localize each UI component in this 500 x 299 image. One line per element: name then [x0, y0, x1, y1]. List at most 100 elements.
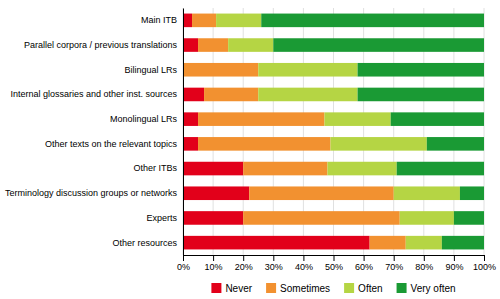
bar-segment	[228, 38, 273, 52]
x-tick-mark	[183, 255, 184, 261]
bar-segment	[198, 112, 324, 126]
bar-segment	[358, 88, 484, 102]
bar-segment	[204, 88, 258, 102]
series-group	[261, 14, 484, 250]
bar-segment	[358, 63, 484, 77]
x-tick: 70%	[385, 255, 403, 272]
y-tick-label: Internal glossaries and other inst. sour…	[10, 89, 177, 99]
bar-segment	[183, 88, 204, 102]
x-tick-mark	[364, 255, 365, 261]
bar-segment	[183, 236, 370, 250]
x-tick: 10%	[205, 255, 223, 272]
x-tick: 100%	[473, 255, 496, 272]
y-tick-label: Monolingual LRs	[110, 114, 178, 124]
y-tick: Other texts on the relevant topics	[45, 139, 178, 149]
bar-segment	[406, 236, 442, 250]
x-tick: 50%	[325, 255, 343, 272]
x-tick: 60%	[355, 255, 373, 272]
bar-segment	[391, 112, 484, 126]
y-tick-label: Bilingual LRs	[124, 65, 177, 75]
bar-segment	[198, 137, 330, 151]
bar-segment	[183, 162, 243, 176]
x-tick-label: 10%	[205, 262, 223, 272]
y-tick-label: Terminology discussion groups or network…	[5, 188, 178, 198]
legend-item: Very often	[397, 283, 456, 294]
x-tick-label: 70%	[385, 262, 403, 272]
y-tick: Bilingual LRs	[124, 65, 177, 75]
bar-segment	[370, 236, 406, 250]
bar-segment	[258, 88, 357, 102]
x-tick-mark	[484, 255, 485, 261]
x-tick-mark	[454, 255, 455, 261]
x-tick-label: 80%	[415, 262, 433, 272]
x-tick-mark	[424, 255, 425, 261]
bar-segment	[394, 186, 460, 200]
x-axis-line	[184, 256, 485, 262]
y-tick-label: Experts	[146, 213, 177, 223]
bar-segment	[192, 14, 216, 28]
legend-swatch	[266, 283, 276, 293]
bar-segment	[400, 211, 454, 225]
legend-swatch	[397, 283, 407, 293]
x-tick-mark	[394, 255, 395, 261]
legend-swatch	[344, 283, 354, 293]
y-tick: Other resources	[112, 238, 177, 248]
x-tick-label: 30%	[265, 262, 283, 272]
x-tick: 90%	[445, 255, 463, 272]
y-tick: Other ITBs	[133, 163, 177, 173]
bar-segment	[183, 137, 198, 151]
legend: Never Sometimes Often Very often	[211, 283, 455, 294]
legend-item: Sometimes	[266, 283, 330, 294]
chart-container: 0% 10% 20% 30% 40% 50% 60% 70% 80% 90% 100% Main IT…	[0, 0, 500, 299]
bar-segment	[198, 38, 228, 52]
y-tick-label: Parallel corpora / previous translations	[24, 40, 178, 50]
x-tick: 30%	[265, 255, 283, 272]
bar-segment	[216, 14, 261, 28]
bar-segment	[183, 186, 249, 200]
x-tick-mark	[334, 255, 335, 261]
bar-segment	[183, 112, 198, 126]
bar-segment	[330, 137, 426, 151]
bar-segment	[454, 211, 484, 225]
legend-label: Sometimes	[280, 283, 330, 294]
y-tick: Internal glossaries and other inst. sour…	[10, 89, 177, 99]
bar-segment	[243, 162, 327, 176]
bar-segment	[460, 186, 484, 200]
legend-label: Never	[225, 283, 252, 294]
bar-segment	[324, 112, 390, 126]
x-tick-label: 50%	[325, 262, 343, 272]
bar-segment	[273, 38, 484, 52]
x-tick-label: 90%	[445, 262, 463, 272]
x-tick: 0%	[177, 255, 190, 272]
legend-swatch	[211, 283, 221, 293]
x-tick: 80%	[415, 255, 433, 272]
x-tick: 40%	[295, 255, 313, 272]
x-axis: 0% 10% 20% 30% 40% 50% 60% 70% 80% 90% 100%	[177, 255, 496, 272]
bar-segment	[261, 14, 484, 28]
y-tick: Experts	[146, 213, 177, 223]
bar-segment	[427, 137, 484, 151]
x-tick-mark	[213, 255, 214, 261]
y-axis-line	[183, 9, 184, 256]
bar-segment	[258, 63, 357, 77]
bars	[183, 14, 484, 250]
grid-line	[183, 8, 184, 255]
legend-label: Often	[358, 283, 382, 294]
x-tick-label: 100%	[473, 262, 496, 272]
bar-segment	[249, 186, 393, 200]
bar-segment	[327, 162, 396, 176]
grid	[183, 8, 484, 255]
y-tick-label: Other texts on the relevant topics	[45, 139, 178, 149]
bar-segment	[183, 38, 198, 52]
x-tick-label: 20%	[235, 262, 253, 272]
x-tick: 20%	[235, 255, 253, 272]
y-tick: Main ITB	[141, 15, 177, 25]
bar-segment	[442, 236, 484, 250]
bar-segment	[183, 63, 258, 77]
y-tick-label: Other ITBs	[133, 163, 177, 173]
y-tick-label: Main ITB	[141, 15, 177, 25]
y-tick: Parallel corpora / previous translations	[24, 40, 178, 50]
bar-segment	[183, 211, 243, 225]
chart-svg: 0% 10% 20% 30% 40% 50% 60% 70% 80% 90% 100% Main IT…	[0, 0, 500, 299]
x-tick-mark	[243, 255, 244, 261]
